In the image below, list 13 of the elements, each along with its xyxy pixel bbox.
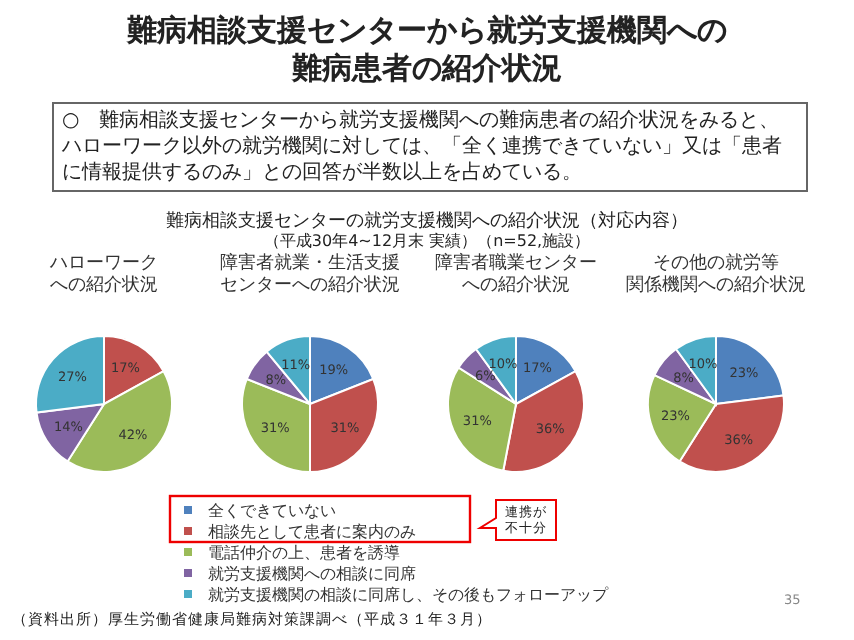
text: 難病相談支援センターから就労支援機関への難病患者の紹介状況	[127, 12, 727, 86]
legend-label: 就労支援機関の相談に同席し、その後もフォローアップ	[208, 585, 610, 604]
chart-title: ハローワークへの紹介状況	[48, 254, 158, 296]
legend-label: 全くできていない	[208, 501, 336, 520]
text: 難病相談支援センターの就労支援機関への紹介状況（対応内容）	[166, 212, 688, 232]
chart-title: 障害者職業センターへの紹介状況	[435, 252, 597, 296]
text: ○ 難病相談支援センターから就労支援機関への難病患者の紹介状況をみると、ハローワーク以外の就労機関に対しては、「全く連携できていない」又は「患者に情報提供するのみ」との回答が半数以上を占めている。	[62, 110, 782, 184]
legend-label: 電話仲介の上、患者を誘導	[208, 543, 400, 562]
legend-label: 就労支援機関への相談に同席	[208, 564, 416, 583]
legend-label: 相談先として患者に案内のみ	[208, 522, 416, 541]
chart-title: 障害者就業・生活支援センターへの紹介状況	[220, 252, 400, 296]
text: （平成30年4~12月末 実績）（n=52,施設）	[263, 232, 591, 250]
chart-title: その他の就労等関係機関への紹介状況	[626, 252, 806, 296]
